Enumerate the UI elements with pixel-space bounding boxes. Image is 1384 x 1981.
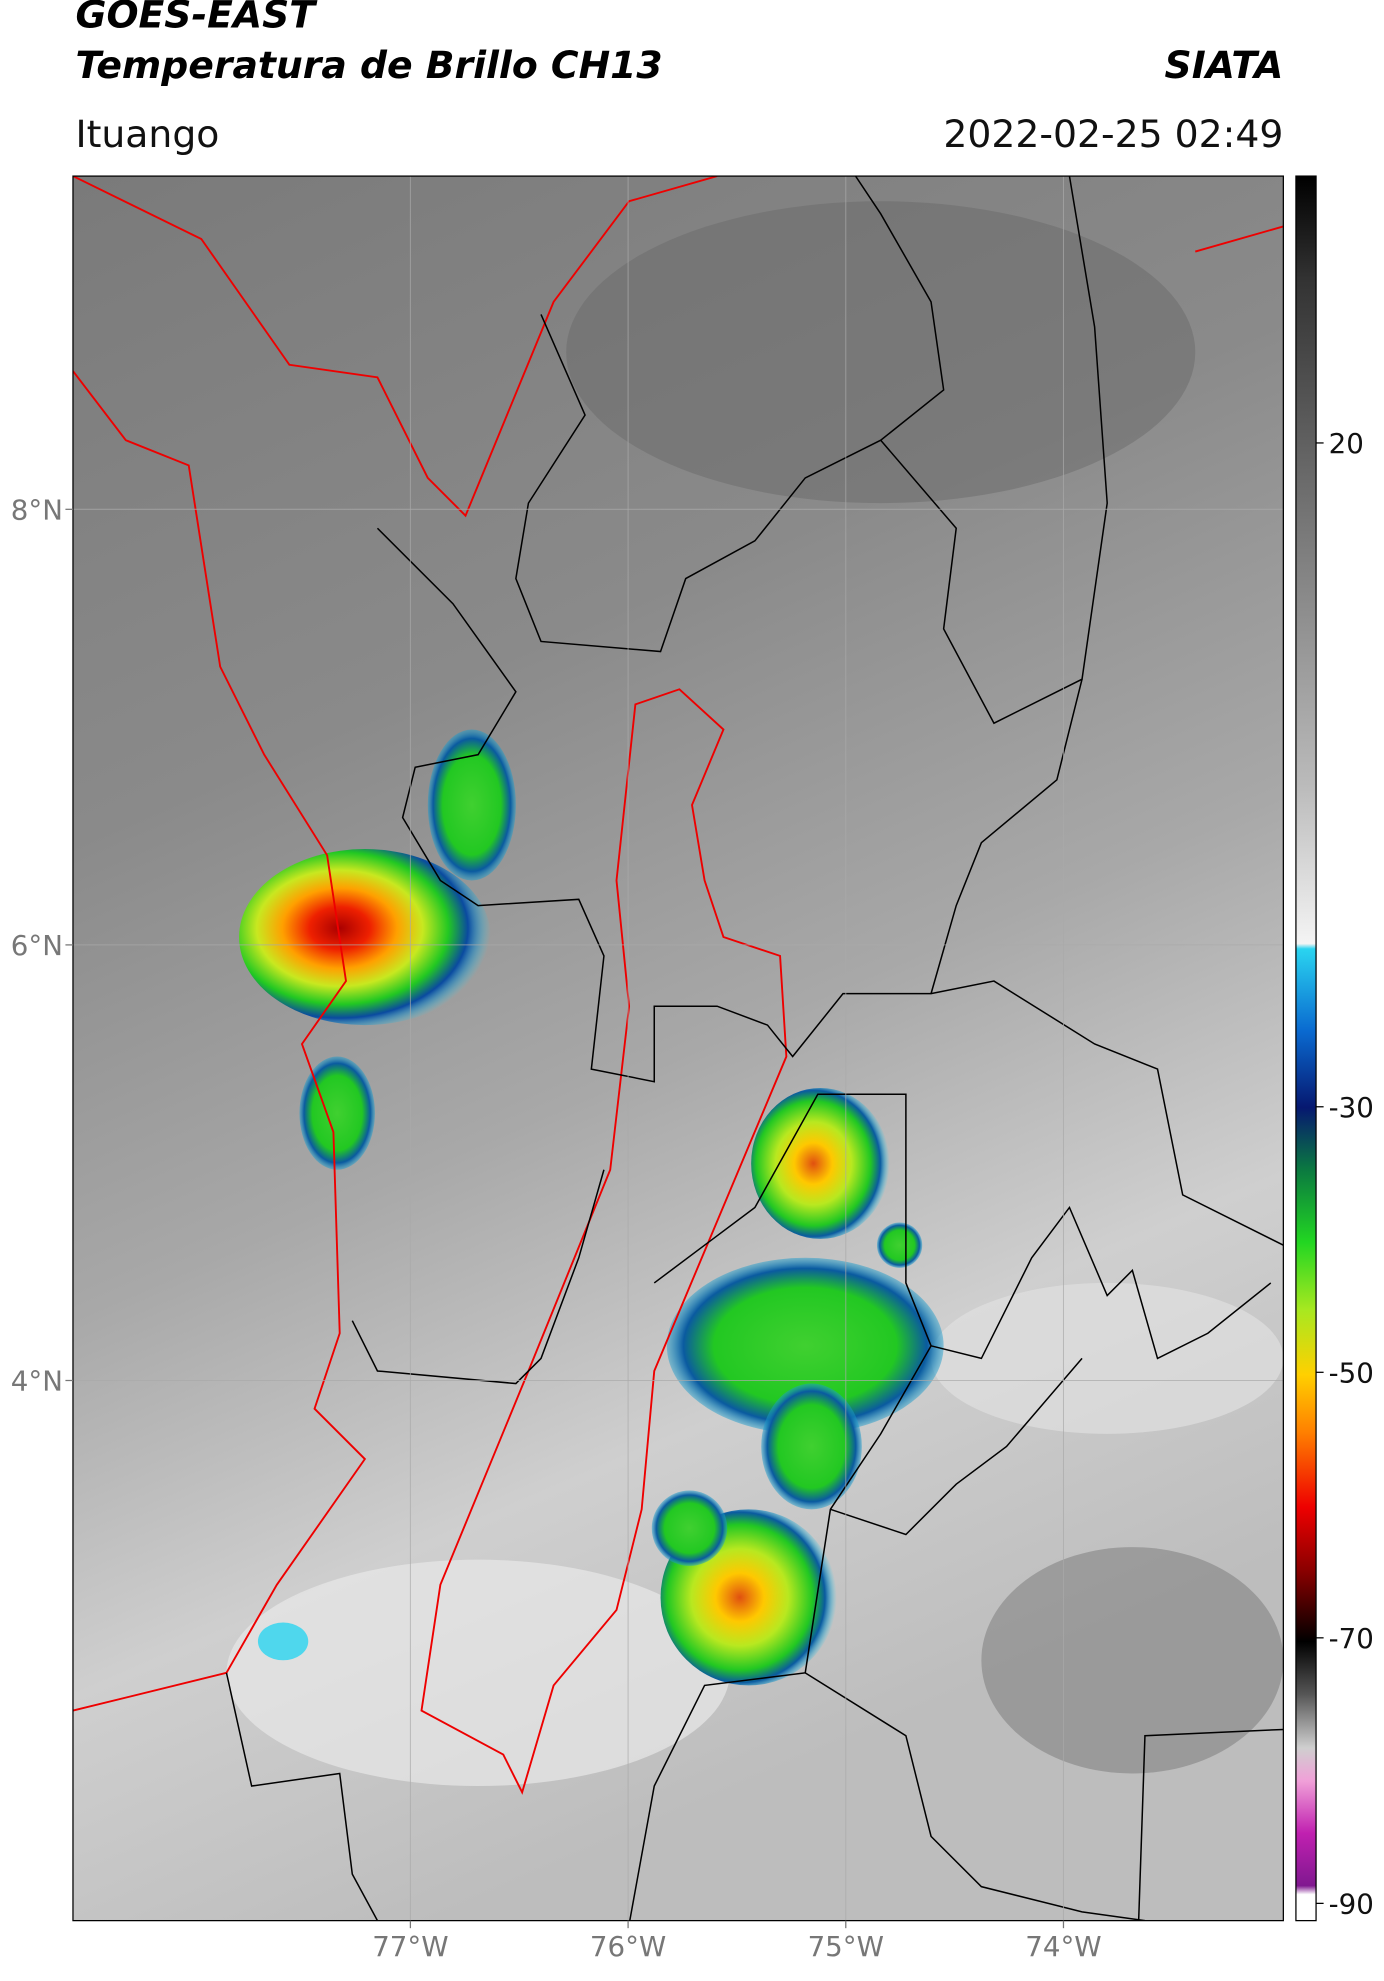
coastline bbox=[1195, 225, 1284, 253]
x-tick-label: 74°W bbox=[1025, 1930, 1101, 1963]
y-tick-label: 4°N bbox=[11, 1365, 63, 1398]
border bbox=[880, 176, 1108, 725]
x-tick-label: 76°W bbox=[590, 1930, 666, 1963]
cloud-texture bbox=[931, 1282, 1284, 1434]
storm-cell bbox=[239, 849, 491, 1026]
storm-cell bbox=[751, 1087, 890, 1239]
storm-cell bbox=[299, 1056, 375, 1170]
storm-cell bbox=[651, 1490, 728, 1566]
colorbar-tick-label: -50 bbox=[1329, 1356, 1374, 1389]
border bbox=[376, 527, 1284, 1246]
x-tick-label: 75°W bbox=[808, 1930, 884, 1963]
border bbox=[225, 1672, 379, 1921]
organization: SIATA bbox=[1165, 43, 1284, 87]
map-frame bbox=[72, 175, 1284, 1922]
border bbox=[830, 1357, 1083, 1536]
storm-cell bbox=[427, 729, 516, 881]
border bbox=[515, 176, 945, 653]
basin-outline bbox=[420, 688, 788, 1795]
satellite-title: GOES-EAST bbox=[75, 0, 318, 37]
location: Ituango bbox=[75, 112, 219, 156]
x-tick-label: 77°W bbox=[372, 1930, 448, 1963]
coastline bbox=[72, 176, 718, 518]
cloud-texture bbox=[981, 1547, 1284, 1774]
border bbox=[930, 679, 1083, 994]
storm-cell bbox=[876, 1222, 923, 1268]
border bbox=[930, 1205, 1272, 1360]
map-imagery bbox=[72, 176, 1284, 1921]
y-tick-label: 6°N bbox=[11, 929, 63, 962]
colorbar-tick-label: -30 bbox=[1329, 1091, 1374, 1124]
datetime: 2022-02-25 02:49 bbox=[943, 112, 1283, 156]
storm-cell bbox=[666, 1257, 944, 1434]
storm-cell bbox=[257, 1622, 309, 1661]
graticule bbox=[72, 176, 1284, 1921]
cloud-texture bbox=[226, 1559, 730, 1787]
border bbox=[804, 1672, 1146, 1921]
colorbar-tick-label: -70 bbox=[1329, 1622, 1374, 1655]
storm-cell bbox=[761, 1383, 862, 1510]
y-tick-label: 8°N bbox=[11, 493, 63, 526]
product-title: Temperatura de Brillo CH13 bbox=[75, 43, 662, 87]
cloud-texture bbox=[566, 201, 1196, 504]
colorbar-tick-label: 20 bbox=[1329, 427, 1364, 460]
colorbar-tick-label: -90 bbox=[1329, 1887, 1374, 1920]
colorbar bbox=[1295, 175, 1317, 1922]
coastline bbox=[72, 370, 367, 1712]
border bbox=[351, 1169, 605, 1385]
border bbox=[1137, 1728, 1284, 1921]
